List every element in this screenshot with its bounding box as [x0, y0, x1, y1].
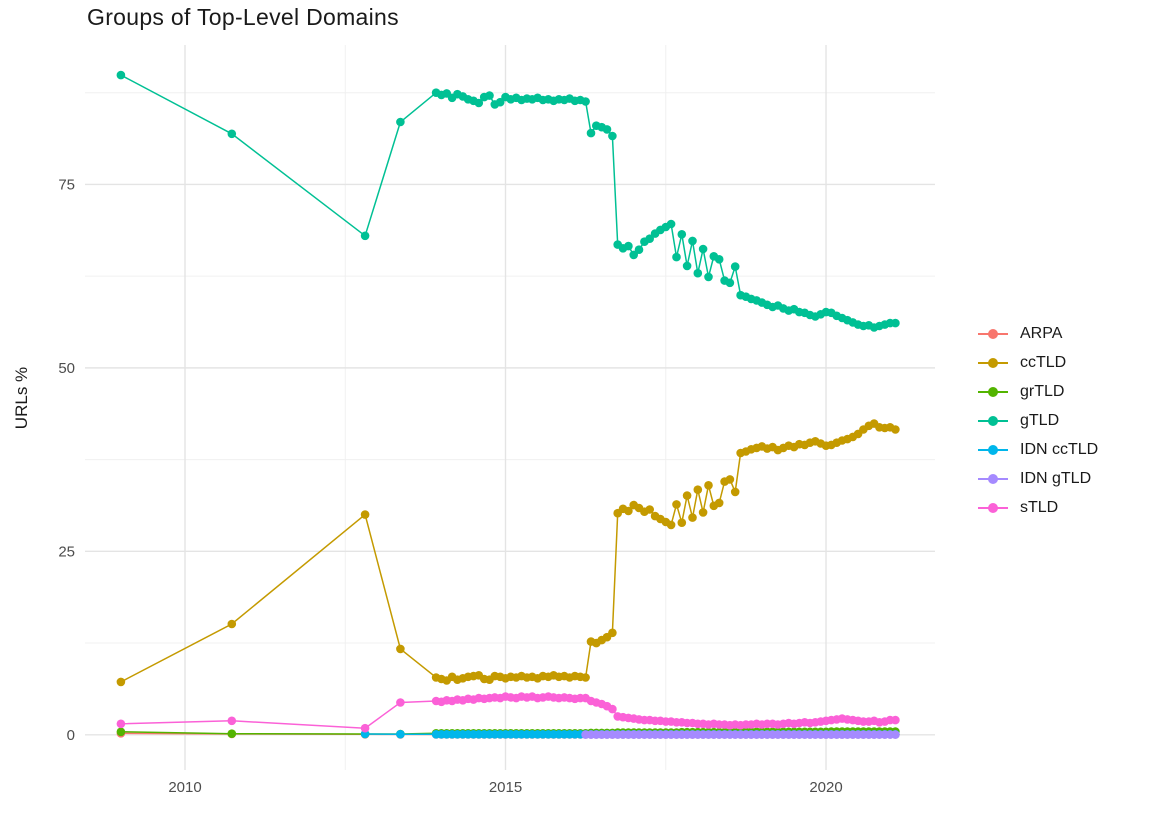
data-point-grtld	[227, 729, 237, 738]
data-point-gtld	[360, 231, 370, 241]
legend-item-cctld: ccTLD	[978, 348, 1098, 377]
data-point-gtld	[698, 244, 708, 254]
legend-key-dot	[988, 415, 998, 426]
legend-key-dot	[988, 473, 998, 484]
data-point-cctld	[891, 425, 900, 434]
chart-title: Groups of Top-Level Domains	[87, 4, 399, 30]
data-point-gtld	[602, 125, 612, 134]
data-point-gtld	[672, 252, 681, 262]
data-point-gtld	[666, 219, 676, 229]
data-point-cctld	[116, 677, 126, 687]
data-point-gtld	[891, 318, 900, 328]
data-point-cctld	[645, 505, 654, 514]
data-point-gtld	[629, 250, 638, 260]
legend-key-icon	[978, 500, 1008, 516]
legend-item-stld: sTLD	[978, 493, 1098, 522]
data-point-gtld	[116, 70, 126, 80]
legend-label: IDN ccTLD	[1020, 440, 1099, 458]
data-point-gtld	[634, 245, 644, 254]
legend-label: ccTLD	[1020, 353, 1067, 371]
data-point-gtld	[714, 254, 724, 264]
legend-key-dot	[988, 444, 998, 455]
data-point-cctld	[698, 508, 708, 517]
legend-key-dot	[988, 357, 998, 368]
data-point-cctld	[666, 520, 676, 530]
legend-label: grTLD	[1020, 382, 1065, 400]
data-point-cctld	[396, 644, 405, 654]
data-point-idn-cctld	[396, 729, 405, 739]
data-point-gtld	[730, 262, 740, 271]
legend-key-icon	[978, 384, 1008, 400]
y-tick-label: 25	[58, 544, 75, 561]
x-tick-label: 2010	[168, 779, 201, 796]
data-point-gtld	[688, 236, 697, 246]
legend-key-icon	[978, 442, 1008, 458]
y-tick-label: 0	[67, 727, 75, 744]
data-point-gtld	[624, 241, 633, 251]
data-point-stld	[227, 716, 237, 726]
data-point-cctld	[677, 518, 687, 527]
x-tick-label: 2020	[809, 779, 842, 796]
legend-label: gTLD	[1020, 411, 1060, 429]
data-point-stld	[116, 719, 126, 729]
data-point-cctld	[360, 510, 370, 519]
data-point-gtld	[608, 131, 617, 141]
legend-key-icon	[978, 471, 1008, 487]
legend-label: sTLD	[1020, 498, 1059, 516]
data-point-grtld	[116, 727, 126, 737]
data-point-stld	[608, 704, 617, 714]
series-line-gtld	[120, 74, 896, 329]
y-axis-title: URLs %	[12, 366, 31, 430]
legend-key-dot	[988, 386, 998, 397]
data-point-cctld	[725, 475, 735, 484]
data-point-cctld	[672, 500, 681, 509]
data-point-gtld	[704, 272, 713, 282]
data-point-gtld	[725, 278, 735, 288]
legend-key-dot	[988, 502, 998, 513]
data-point-cctld	[693, 485, 703, 495]
data-point-cctld	[730, 487, 740, 497]
data-point-stld	[360, 723, 370, 733]
data-point-cctld	[581, 673, 590, 682]
data-point-cctld	[682, 491, 692, 500]
legend-label: ARPA	[1020, 324, 1063, 342]
legend-item-gtld: gTLD	[978, 406, 1098, 435]
legend-item-idn-gtld: IDN gTLD	[978, 464, 1098, 493]
data-point-gtld	[227, 129, 237, 139]
data-point-gtld	[474, 98, 484, 108]
legend-key-dot	[988, 328, 998, 339]
data-point-cctld	[704, 481, 713, 490]
y-tick-label: 50	[58, 360, 75, 377]
data-point-cctld	[608, 628, 617, 638]
data-point-gtld	[485, 91, 494, 100]
data-point-gtld	[682, 261, 692, 271]
data-point-cctld	[624, 506, 633, 516]
data-point-cctld	[714, 498, 724, 508]
data-point-gtld	[645, 234, 654, 243]
data-point-cctld	[227, 619, 237, 629]
data-point-stld	[396, 698, 405, 707]
legend: ARPA ccTLD grTLD gTLD IDN ccTLD IDN gTLD sTLD	[978, 319, 1098, 522]
data-point-gtld	[495, 97, 505, 107]
legend-item-grtld: grTLD	[978, 377, 1098, 406]
legend-key-icon	[978, 413, 1008, 429]
data-point-cctld	[688, 513, 697, 522]
legend-key-icon	[978, 355, 1008, 371]
data-point-gtld	[677, 230, 687, 239]
data-point-gtld	[693, 268, 703, 278]
data-point-gtld	[396, 117, 405, 127]
x-tick-label: 2015	[489, 779, 522, 796]
y-tick-label: 75	[58, 177, 75, 194]
data-point-gtld	[581, 97, 590, 106]
legend-item-arpa: ARPA	[978, 319, 1098, 348]
data-point-stld	[891, 715, 900, 725]
data-point-idn-gtld	[891, 730, 900, 739]
legend-key-icon	[978, 326, 1008, 342]
legend-item-idn-cctld: IDN ccTLD	[978, 435, 1098, 464]
legend-label: IDN gTLD	[1020, 469, 1092, 487]
data-point-gtld	[586, 128, 596, 138]
